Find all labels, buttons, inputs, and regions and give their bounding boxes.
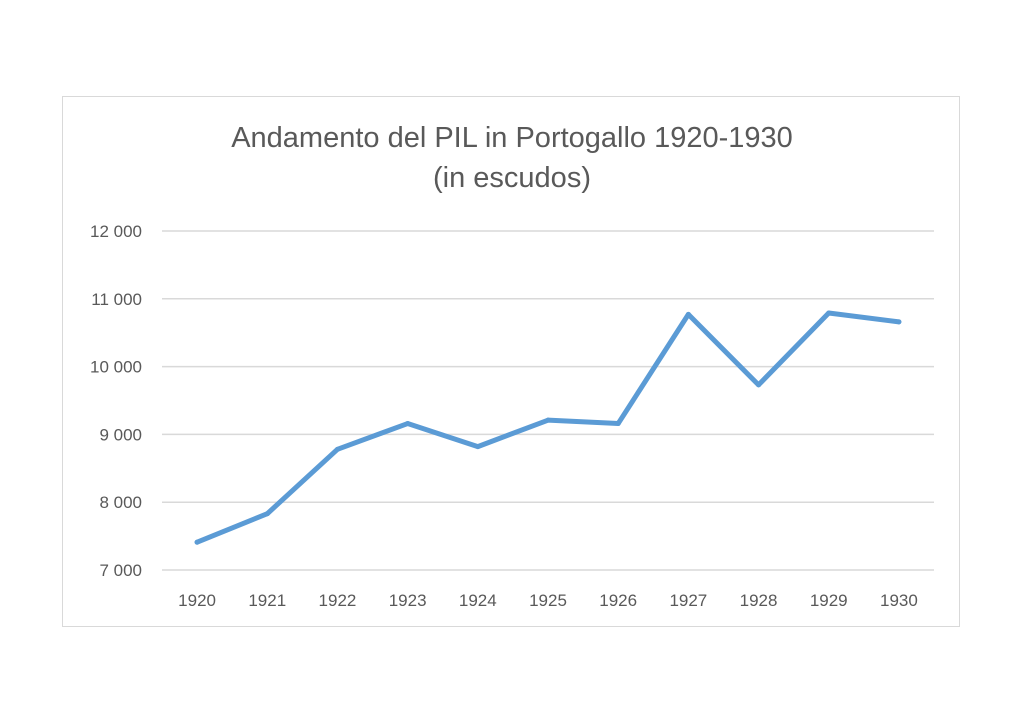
x-tick-label: 1927 (669, 591, 707, 610)
y-tick-label: 12 000 (90, 222, 142, 241)
x-tick-label: 1928 (740, 591, 778, 610)
data-point-1927 (685, 311, 691, 317)
chart-title-line-1: Andamento del PIL in Portogallo 1920-193… (231, 122, 793, 154)
data-point-1925 (545, 417, 551, 423)
x-tick-label: 1922 (319, 591, 357, 610)
y-tick-label: 7 000 (99, 561, 142, 580)
x-tick-label: 1924 (459, 591, 497, 610)
series (194, 310, 902, 545)
x-tick-label: 1926 (599, 591, 637, 610)
y-tick-label: 10 000 (90, 358, 142, 377)
chart-title-line-2: (in escudos) (433, 162, 591, 194)
data-point-1928 (756, 382, 762, 388)
x-tick-label: 1925 (529, 591, 567, 610)
data-point-1923 (405, 421, 411, 427)
x-tick-label: 1921 (248, 591, 286, 610)
y-tick-label: 8 000 (99, 493, 142, 512)
data-point-1922 (334, 446, 340, 452)
x-tick-label: 1920 (178, 591, 216, 610)
data-point-1926 (615, 421, 621, 427)
y-tick-label: 11 000 (91, 290, 142, 309)
y-axis-tick-labels: 7 000 8 000 9 000 10 000 11 000 12 000 (90, 222, 142, 580)
data-point-1920 (194, 539, 200, 545)
x-tick-label: 1929 (810, 591, 848, 610)
chart-title: Andamento del PIL in Portogallo 1920-193… (0, 118, 1024, 198)
x-tick-label: 1930 (880, 591, 918, 610)
data-point-1930 (896, 319, 902, 325)
x-tick-label: 1923 (389, 591, 427, 610)
gridlines (162, 230, 934, 571)
x-axis-tick-labels: 1920 1921 1922 1923 1924 1925 1926 1927 1928 1929… (178, 591, 918, 610)
data-point-1929 (826, 310, 832, 316)
series-line (194, 310, 902, 545)
y-tick-label: 9 000 (99, 425, 142, 444)
data-point-1924 (475, 444, 481, 450)
data-point-1921 (264, 511, 270, 517)
